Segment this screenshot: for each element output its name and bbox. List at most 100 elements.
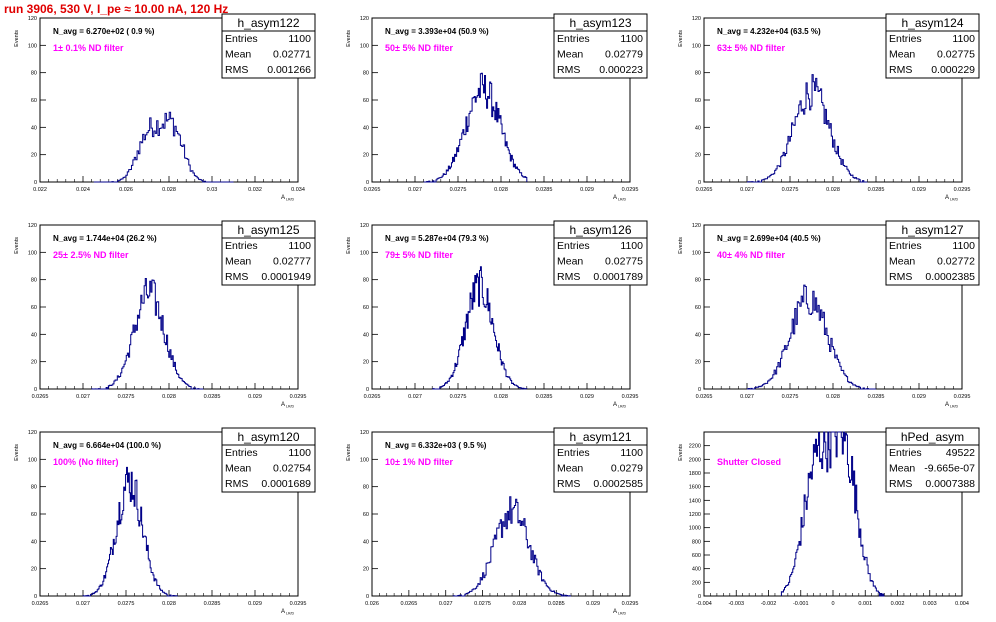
y-tick-label: 60 <box>31 512 37 518</box>
histogram-name: hPed_asym <box>901 430 964 444</box>
x-axis-label-subscript: LR/D <box>617 198 626 202</box>
stats-value-entries: 1100 <box>288 447 311 459</box>
navg-annotation: N_avg = 6.332e+03 ( 9.5 %) <box>385 441 487 450</box>
stats-label-mean: Mean <box>889 256 915 268</box>
x-tick-label: 0.026 <box>119 187 133 193</box>
stats-value-entries: 1100 <box>620 240 643 252</box>
histogram-name: h_asym120 <box>237 430 299 444</box>
stats-value-mean: 0.02777 <box>273 256 311 268</box>
histogram-panel-hPed_asym: 0 200 400 600 800 1000 1200 1400 1600 1800 2000 220… <box>678 427 980 607</box>
stats-label-rms: RMS <box>889 478 912 490</box>
x-tick-label: 0.029 <box>586 601 600 607</box>
run-title: run 3906, 530 V, I_pe ≈ 10.00 nA, 120 Hz <box>4 2 229 16</box>
stats-label-entries: Entries <box>889 447 922 459</box>
y-axis-label: Events <box>678 30 684 47</box>
y-tick-label: 80 <box>363 485 369 491</box>
x-tick-label: 0.0265 <box>696 187 713 193</box>
x-tick-label: 0.0285 <box>204 394 221 400</box>
stats-label-mean: Mean <box>889 49 915 61</box>
y-tick-label: 0 <box>34 387 37 393</box>
stats-value-entries: 49522 <box>946 447 975 459</box>
x-tick-label: 0.0295 <box>954 187 971 193</box>
stats-value-rms: 0.0001949 <box>261 271 311 283</box>
stats-box <box>221 427 316 493</box>
stats-value-entries: 1100 <box>620 447 643 459</box>
x-tick-label: 0.001 <box>858 601 872 607</box>
y-tick-label: 80 <box>695 278 701 284</box>
histogram-panel-h_asym126: 0 20 40 60 80 100 120 0.0265 0.027 0.0275 0.028 0.0… <box>346 220 648 409</box>
x-tick-label: 0.0285 <box>868 394 885 400</box>
y-tick-label: 0 <box>366 387 369 393</box>
x-tick-label: 0.03 <box>207 187 218 193</box>
y-tick-label: 120 <box>360 223 369 229</box>
x-tick-label: 0.0265 <box>696 394 713 400</box>
y-tick-label: 2200 <box>689 444 701 450</box>
stats-value-rms: 0.0002385 <box>925 271 975 283</box>
stats-label-entries: Entries <box>557 33 590 45</box>
histogram-name: h_asym121 <box>569 430 631 444</box>
x-tick-label: 0.0285 <box>868 187 885 193</box>
stats-value-rms: 0.0001789 <box>593 271 643 283</box>
stats-value-rms: 0.000229 <box>931 64 975 76</box>
x-tick-label: 0.0275 <box>118 394 135 400</box>
y-tick-label: 20 <box>31 153 37 159</box>
x-tick-label: 0.0295 <box>290 601 307 607</box>
x-tick-label: 0.028 <box>162 394 176 400</box>
stats-value-entries: 1100 <box>288 33 311 45</box>
y-tick-label: 120 <box>360 430 369 436</box>
y-tick-label: 20 <box>31 360 37 366</box>
filter-annotation: 100% (No filter) <box>53 457 119 467</box>
stats-box <box>885 13 980 79</box>
x-tick-label: 0.028 <box>513 601 527 607</box>
x-tick-label: 0.022 <box>33 187 47 193</box>
x-tick-label: 0.0275 <box>782 187 799 193</box>
x-tick-label: 0.029 <box>248 394 262 400</box>
histogram-name: h_asym122 <box>237 16 299 30</box>
histogram-name: h_asym124 <box>901 16 963 30</box>
stats-value-mean: 0.0279 <box>611 463 643 475</box>
histogram-panel-h_asym121: 0 20 40 60 80 100 120 0.026 0.0265 0.027 0.0275 0.0… <box>346 427 648 616</box>
histogram-name: h_asym123 <box>569 16 631 30</box>
y-tick-label: 0 <box>698 180 701 186</box>
y-tick-label: 40 <box>695 125 701 131</box>
x-tick-label: 0.027 <box>740 394 754 400</box>
x-tick-label: 0.029 <box>248 601 262 607</box>
x-tick-label: 0.0285 <box>548 601 565 607</box>
x-tick-label: 0.032 <box>248 187 262 193</box>
x-tick-label: 0.029 <box>580 187 594 193</box>
y-tick-label: 40 <box>363 125 369 131</box>
filter-annotation: 10± 1% ND filter <box>385 457 453 467</box>
x-tick-label: 0.0265 <box>32 601 49 607</box>
navg-annotation: N_avg = 6.664e+04 (100.0 %) <box>53 441 161 450</box>
x-tick-label: 0.0285 <box>204 601 221 607</box>
stats-value-rms: 0.000223 <box>599 64 643 76</box>
x-tick-label: 0.027 <box>740 187 754 193</box>
y-axis-label: Events <box>346 444 352 461</box>
histogram-series-h_asym123 <box>423 72 528 183</box>
stats-box <box>553 427 648 493</box>
y-tick-label: 1600 <box>689 485 701 491</box>
x-axis-label: A LR/D <box>281 609 294 616</box>
x-tick-label: 0.002 <box>891 601 905 607</box>
y-axis-label: Events <box>14 30 20 47</box>
stats-box <box>885 220 980 286</box>
x-tick-label: 0.0295 <box>622 187 639 193</box>
x-tick-label: -0.004 <box>696 601 712 607</box>
y-axis-label: Events <box>346 30 352 47</box>
filter-annotation: 1± 0.1% ND filter <box>53 43 124 53</box>
y-tick-label: 120 <box>28 223 37 229</box>
stats-label-entries: Entries <box>889 33 922 45</box>
x-tick-label: 0.0275 <box>474 601 491 607</box>
x-tick-label: 0.029 <box>580 394 594 400</box>
histogram-series-h_asym121 <box>452 496 572 597</box>
x-axis-label: A LR/D <box>613 195 626 202</box>
y-tick-label: 60 <box>31 98 37 104</box>
histogram-series-h_asym125 <box>91 277 204 390</box>
filter-annotation: 79± 5% ND filter <box>385 250 453 260</box>
filter-annotation: 40± 4% ND filter <box>717 250 785 260</box>
y-axis-label: Events <box>678 444 684 461</box>
y-tick-label: 120 <box>692 223 701 229</box>
x-tick-label: 0.0295 <box>290 394 307 400</box>
histogram-panel-h_asym125: 0 20 40 60 80 100 120 0.0265 0.027 0.0275 0.028 0.0… <box>14 220 316 409</box>
y-tick-label: 60 <box>363 305 369 311</box>
